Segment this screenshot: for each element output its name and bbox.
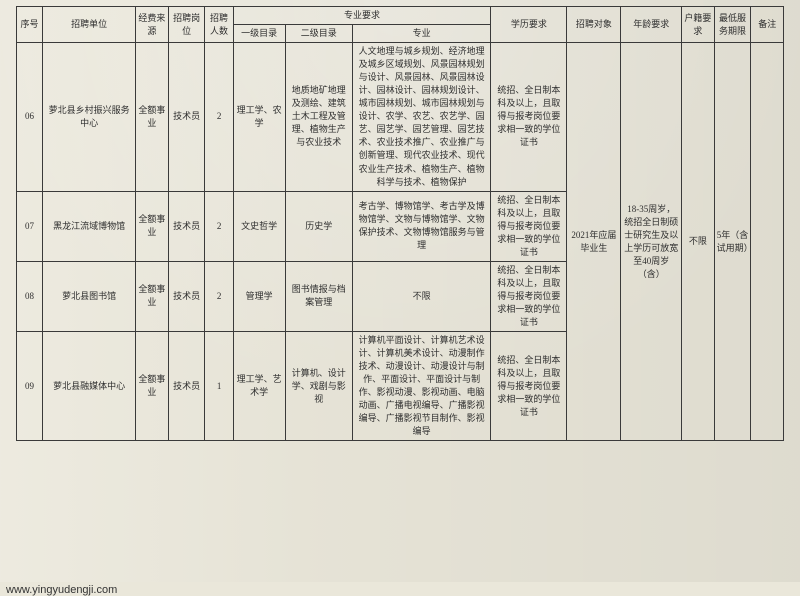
th-hukou: 户籍要求 — [682, 7, 715, 43]
cell-fund: 全额事业 — [136, 261, 169, 331]
cell-num: 2 — [205, 43, 233, 192]
th-post: 招聘岗位 — [168, 7, 205, 43]
th-zy1: 一级目录 — [233, 25, 285, 43]
cell-major: 计算机平面设计、计算机艺术设计、计算机美术设计、动漫制作技术、动漫设计、动漫设计… — [352, 332, 491, 441]
cell-lvl2: 地质地矿地理及测绘、建筑土木工程及管理、植物生产与农业技术 — [285, 43, 352, 192]
cell-no: 08 — [17, 261, 43, 331]
th-num: 招聘人数 — [205, 7, 233, 43]
cell-no: 09 — [17, 332, 43, 441]
cell-lvl1: 文史哲学 — [233, 191, 285, 261]
cell-unit: 黑龙江流域博物馆 — [43, 191, 136, 261]
cell-edu: 统招、全日制本科及以上，且取得与报考岗位要求相一致的学位证书 — [491, 261, 567, 331]
cell-num: 1 — [205, 332, 233, 441]
cell-no: 07 — [17, 191, 43, 261]
cell-unit: 萝北县融媒体中心 — [43, 332, 136, 441]
cell-unit: 萝北县图书馆 — [43, 261, 136, 331]
cell-fund: 全额事业 — [136, 191, 169, 261]
cell-lvl2: 历史学 — [285, 191, 352, 261]
cell-edu: 统招、全日制本科及以上，且取得与报考岗位要求相一致的学位证书 — [491, 332, 567, 441]
cell-fund: 全额事业 — [136, 332, 169, 441]
cell-fund: 全额事业 — [136, 43, 169, 192]
cell-lvl1: 理工学、艺术学 — [233, 332, 285, 441]
th-zy2: 二级目录 — [285, 25, 352, 43]
recruitment-table: 序号 招聘单位 经费来源 招聘岗位 招聘人数 专业要求 学历要求 招聘对象 年龄… — [16, 6, 784, 441]
cell-post: 技术员 — [168, 332, 205, 441]
cell-hukou: 不限 — [682, 43, 715, 441]
cell-post: 技术员 — [168, 261, 205, 331]
cell-unit: 萝北县乡村振兴服务中心 — [43, 43, 136, 192]
th-no: 序号 — [17, 7, 43, 43]
cell-age: 18-35周岁，统招全日制硕士研究生及以上学历可放宽至40周岁（含） — [621, 43, 682, 441]
cell-remark — [751, 43, 784, 441]
table-row: 06 萝北县乡村振兴服务中心 全额事业 技术员 2 理工学、农学 地质地矿地理及… — [17, 43, 784, 192]
th-service: 最低服务期限 — [714, 7, 751, 43]
cell-lvl2: 图书情报与档案管理 — [285, 261, 352, 331]
cell-service: 5年（含试用期） — [714, 43, 751, 441]
cell-lvl2: 计算机、设计学、戏剧与影视 — [285, 332, 352, 441]
footer-url: www.yingyudengji.com — [0, 582, 800, 596]
th-remark: 备注 — [751, 7, 784, 43]
cell-major: 不限 — [352, 261, 491, 331]
cell-num: 2 — [205, 261, 233, 331]
th-age: 年龄要求 — [621, 7, 682, 43]
cell-major: 考古学、博物馆学、考古学及博物馆学、文物与博物馆学、文物保护技术、文物博物馆服务… — [352, 191, 491, 261]
th-edu: 学历要求 — [491, 7, 567, 43]
cell-lvl1: 管理学 — [233, 261, 285, 331]
cell-lvl1: 理工学、农学 — [233, 43, 285, 192]
cell-major: 人文地理与城乡规划、经济地理及城乡区域规划、风景园林规划与设计、风景园林、风景园… — [352, 43, 491, 192]
th-target: 招聘对象 — [567, 7, 621, 43]
cell-post: 技术员 — [168, 43, 205, 192]
cell-no: 06 — [17, 43, 43, 192]
th-fund: 经费来源 — [136, 7, 169, 43]
th-zy: 专业要求 — [233, 7, 491, 25]
cell-target: 2021年应届毕业生 — [567, 43, 621, 441]
cell-edu: 统招、全日制本科及以上，且取得与报考岗位要求相一致的学位证书 — [491, 191, 567, 261]
cell-edu: 统招、全日制本科及以上，且取得与报考岗位要求相一致的学位证书 — [491, 43, 567, 192]
th-unit: 招聘单位 — [43, 7, 136, 43]
cell-post: 技术员 — [168, 191, 205, 261]
cell-num: 2 — [205, 191, 233, 261]
th-zy3: 专业 — [352, 25, 491, 43]
